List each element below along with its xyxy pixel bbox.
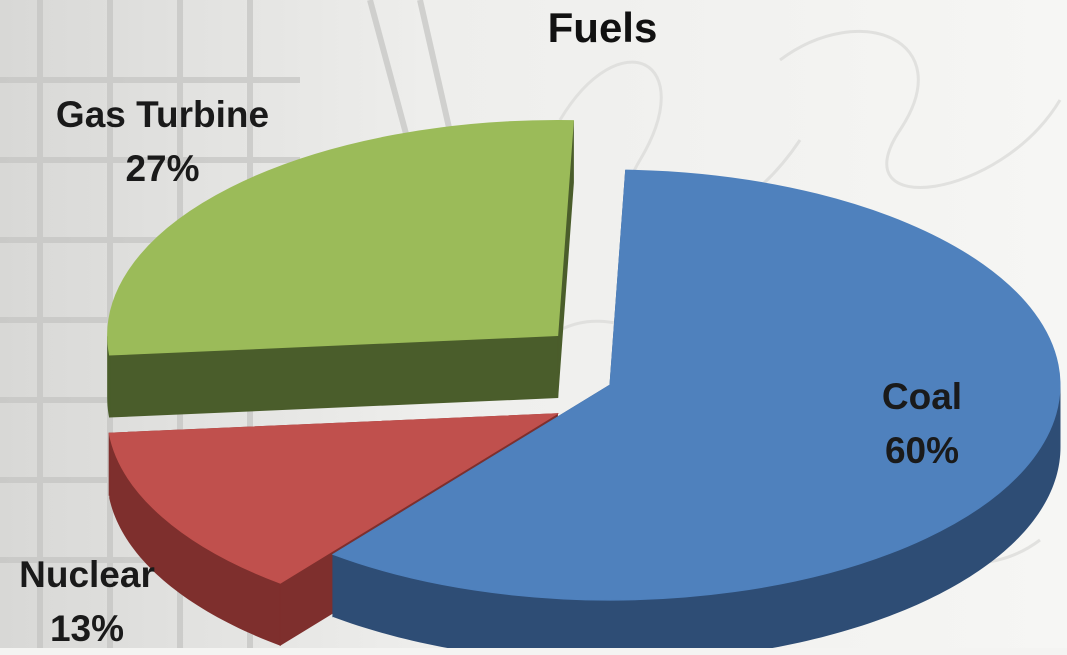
slice-coal-top: [331, 169, 1061, 601]
pie-slices: [107, 120, 1061, 648]
label-nuclear-value: 13%: [49, 607, 125, 649]
label-gas-turbine-value: 27%: [125, 147, 200, 189]
slice-gas-turbine-top: [107, 120, 574, 356]
chart-title: Fuels: [547, 4, 658, 51]
label-nuclear: Nuclear 13%: [2, 548, 172, 655]
slice-gas-turbine: [107, 120, 574, 418]
label-nuclear-name: Nuclear: [19, 554, 155, 595]
label-gas-turbine-name: Gas Turbine: [55, 94, 270, 135]
label-gas-turbine: Gas Turbine 27%: [40, 88, 285, 195]
slice-coal: [331, 169, 1061, 648]
label-coal-name: Coal: [881, 376, 963, 417]
label-coal-value: 60%: [884, 429, 960, 471]
label-coal: Coal 60%: [852, 370, 992, 477]
slice-nuclear-top: [108, 413, 560, 584]
